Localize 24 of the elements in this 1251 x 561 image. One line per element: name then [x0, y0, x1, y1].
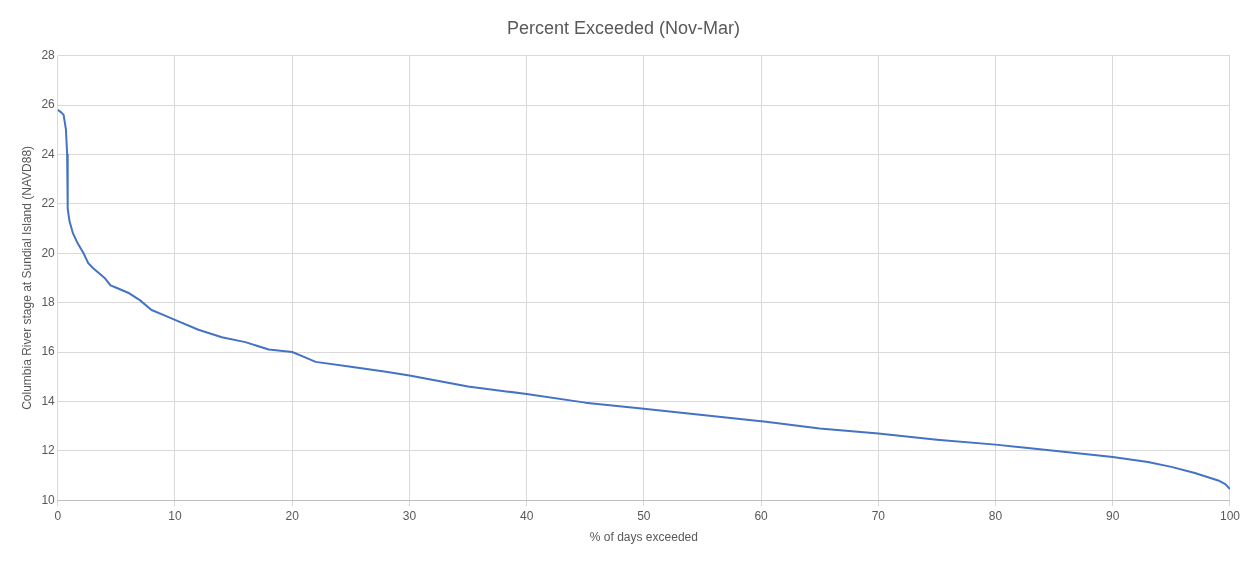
x-tick-label: 100	[1219, 508, 1241, 523]
y-tick-label: 26	[41, 97, 56, 112]
y-axis-title: Columbia River stage at Sundial Island (NAVD88)	[19, 145, 34, 410]
x-tick-label: 0	[54, 508, 62, 523]
y-tick-label: 12	[41, 443, 56, 458]
y-tick-label: 24	[41, 146, 56, 161]
x-tick-label: 90	[1106, 508, 1120, 523]
y-tick-label: 18	[41, 294, 56, 309]
x-tick-label: 30	[402, 508, 417, 523]
y-tick-label: 20	[41, 245, 56, 260]
x-tick-label: 40	[519, 508, 534, 523]
y-tick-label: 28	[41, 47, 56, 62]
y-tick-label: 14	[41, 393, 56, 408]
x-tick-label: 10	[168, 508, 182, 523]
y-tick-label: 10	[41, 492, 56, 507]
x-axis-title: % of days exceeded	[589, 530, 698, 545]
x-tick-label: 50	[637, 508, 651, 523]
x-tick-label: 60	[754, 508, 769, 523]
x-tick-label: 80	[988, 508, 1003, 523]
y-tick-label: 22	[41, 196, 56, 211]
x-tick-label: 20	[285, 508, 300, 523]
x-tick-label: 70	[871, 508, 886, 523]
chart-title: Percent Exceeded (Nov-Mar)	[506, 17, 741, 38]
y-tick-label: 16	[41, 344, 56, 359]
